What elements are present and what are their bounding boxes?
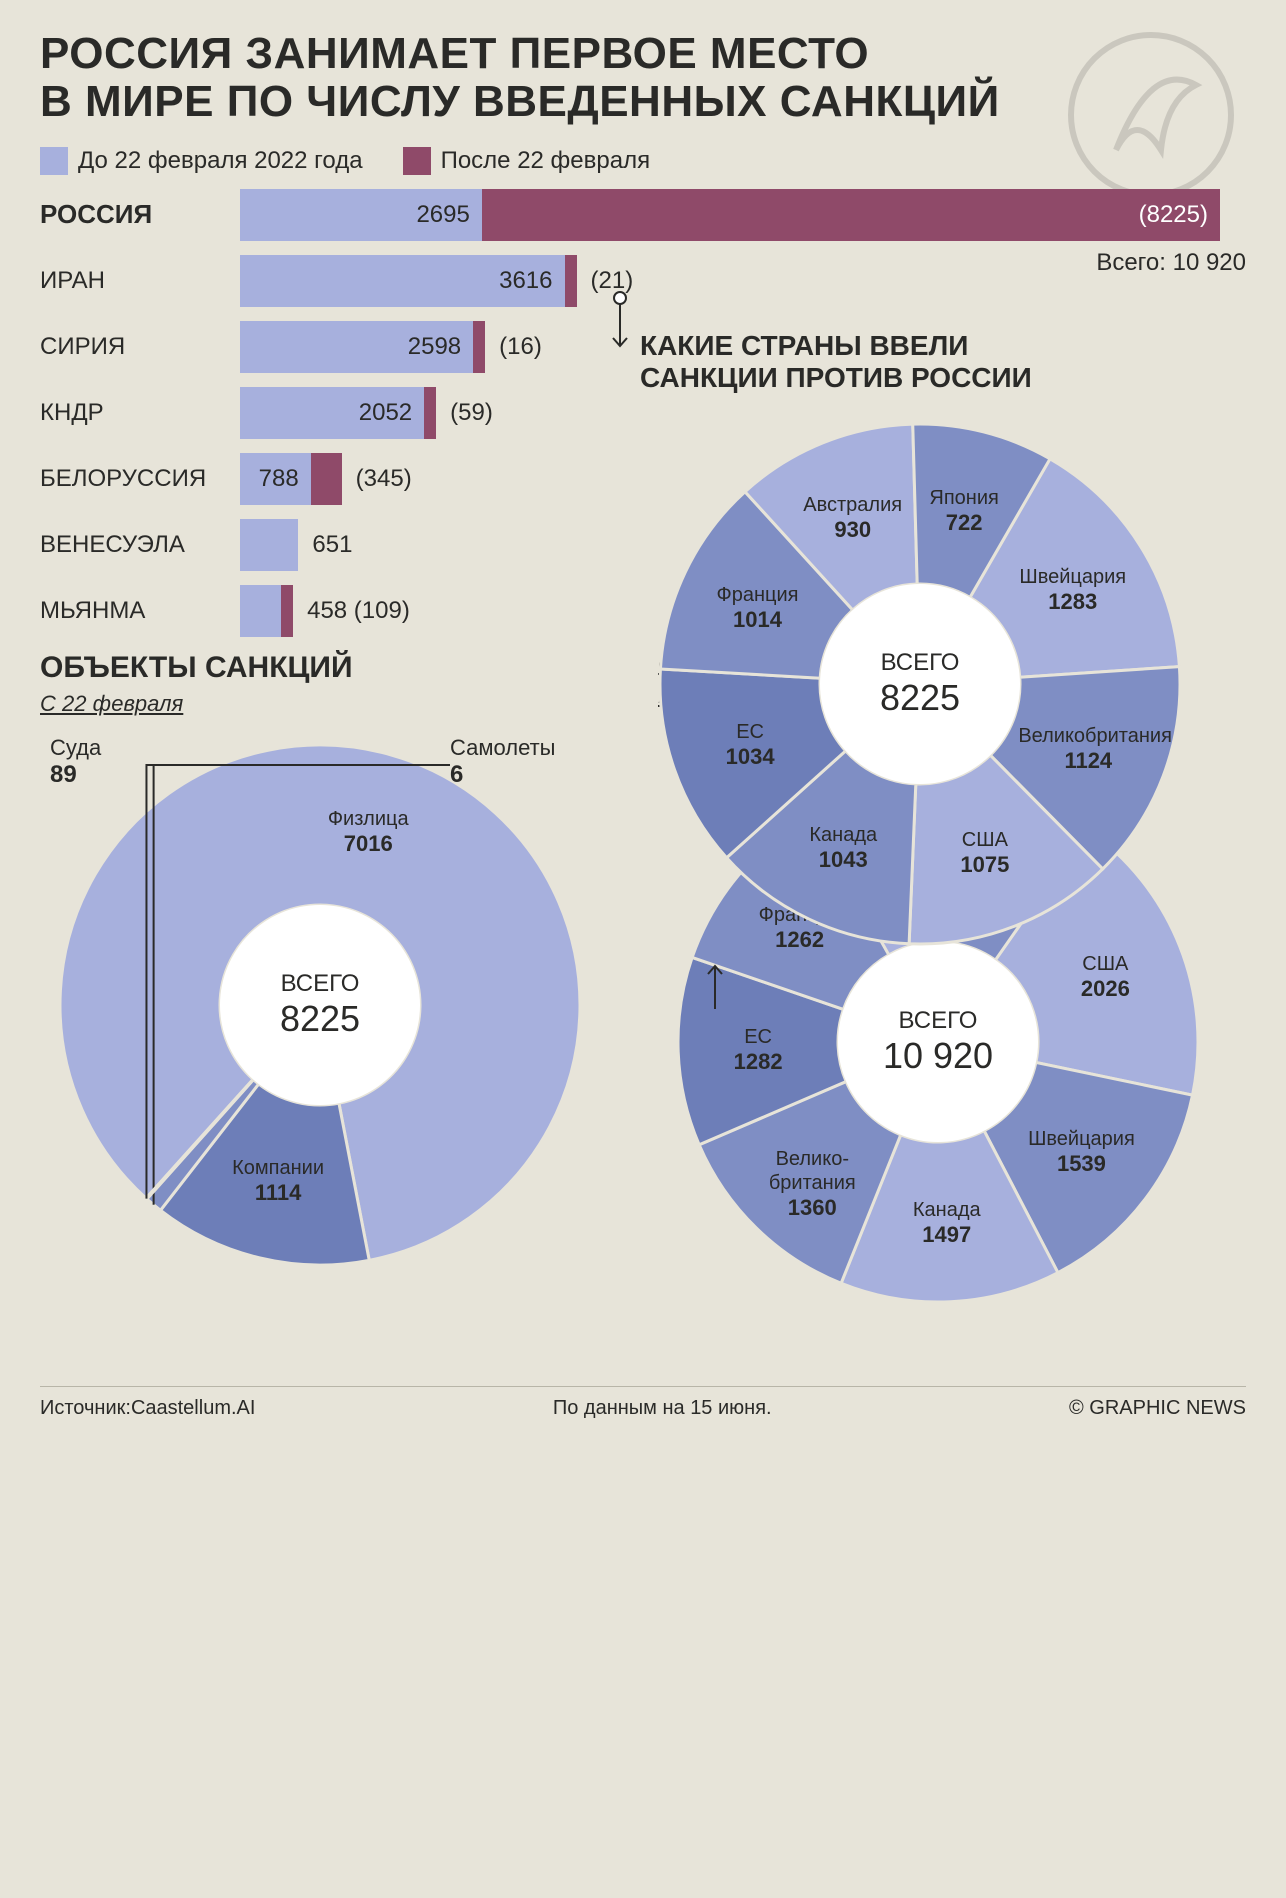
footer-source: Источник:Caastellum.AI bbox=[40, 1397, 255, 1420]
bar-value-outside: 458 (109) bbox=[307, 597, 410, 625]
bar-seg-after bbox=[311, 453, 342, 505]
bar-label: ВЕНЕСУЭЛА bbox=[40, 531, 240, 559]
bar-label: БЕЛОРУССИЯ bbox=[40, 465, 240, 493]
bar-seg-before: 2598 bbox=[240, 321, 473, 373]
bar-seg-before: 3616 bbox=[240, 255, 565, 307]
legend-before: До 22 февраля 2022 года bbox=[40, 147, 363, 175]
bar-row: РОССИЯ2695(8225)Всего: 10 920 bbox=[40, 189, 1246, 241]
bar-label: ИРАН bbox=[40, 267, 240, 295]
bar-seg-before: 2695 bbox=[240, 189, 482, 241]
bar-seg-before bbox=[240, 519, 298, 571]
bar-seg-before: 2052 bbox=[240, 387, 424, 439]
bar-label: СИРИЯ bbox=[40, 333, 240, 361]
slice-label-external: Суда89 bbox=[50, 735, 101, 789]
donut-center: ВСЕГО8225 bbox=[880, 649, 960, 719]
footer-credit: © GRAPHIC NEWS bbox=[1069, 1397, 1246, 1420]
bar-seg-after: (8225) bbox=[482, 189, 1220, 241]
bar-seg-before: 788 bbox=[240, 453, 311, 505]
donut-countries-feb: Швейцария1283Великобритания1124США1075Ка… bbox=[640, 404, 1200, 964]
bar-label: РОССИЯ bbox=[40, 199, 240, 230]
objects-sub: С 22 февраля bbox=[40, 691, 628, 717]
callout-arrow-icon bbox=[610, 290, 670, 360]
footer: Источник:Caastellum.AI По данным на 15 и… bbox=[40, 1386, 1246, 1420]
donut-objects: Физлица7016Компании1114Суда89Самолеты6ВС… bbox=[40, 725, 600, 1285]
bar-value-outside: 651 bbox=[312, 531, 352, 559]
objects-section: ОБЪЕКТЫ САНКЦИЙ С 22 февраля Физлица7016… bbox=[40, 651, 628, 1322]
bar-value-outside: (59) bbox=[450, 399, 493, 427]
legend-after: После 22 февраля bbox=[403, 147, 651, 175]
bar-label: КНДР bbox=[40, 399, 240, 427]
bar-label: МЬЯНМА bbox=[40, 597, 240, 625]
countries-upper: КАКИЕ СТРАНЫ ВВЕЛИСАНКЦИИ ПРОТИВ РОССИИ … bbox=[640, 330, 1240, 1019]
bar-value-outside: (345) bbox=[356, 465, 412, 493]
bar-track: 2695(8225)Всего: 10 920 bbox=[240, 189, 1246, 241]
donut-center: ВСЕГО8225 bbox=[280, 970, 360, 1040]
slice-label-external: Самолеты6 bbox=[450, 735, 555, 789]
footer-asof: По данным на 15 июня. bbox=[553, 1397, 772, 1420]
bar-seg-after bbox=[281, 585, 293, 637]
bar-seg-after bbox=[565, 255, 577, 307]
countries-title: КАКИЕ СТРАНЫ ВВЕЛИСАНКЦИИ ПРОТИВ РОССИИ bbox=[640, 330, 1240, 394]
arrow-up-icon bbox=[700, 964, 730, 1014]
objects-title: ОБЪЕКТЫ САНКЦИЙ bbox=[40, 651, 628, 685]
bar-value-outside: (16) bbox=[499, 333, 542, 361]
bar-seg-after bbox=[424, 387, 436, 439]
bar-track: 3616(21) bbox=[240, 255, 1246, 307]
bar-seg-after bbox=[473, 321, 485, 373]
bar-seg-before bbox=[240, 585, 281, 637]
watermark-logo bbox=[1066, 30, 1236, 200]
